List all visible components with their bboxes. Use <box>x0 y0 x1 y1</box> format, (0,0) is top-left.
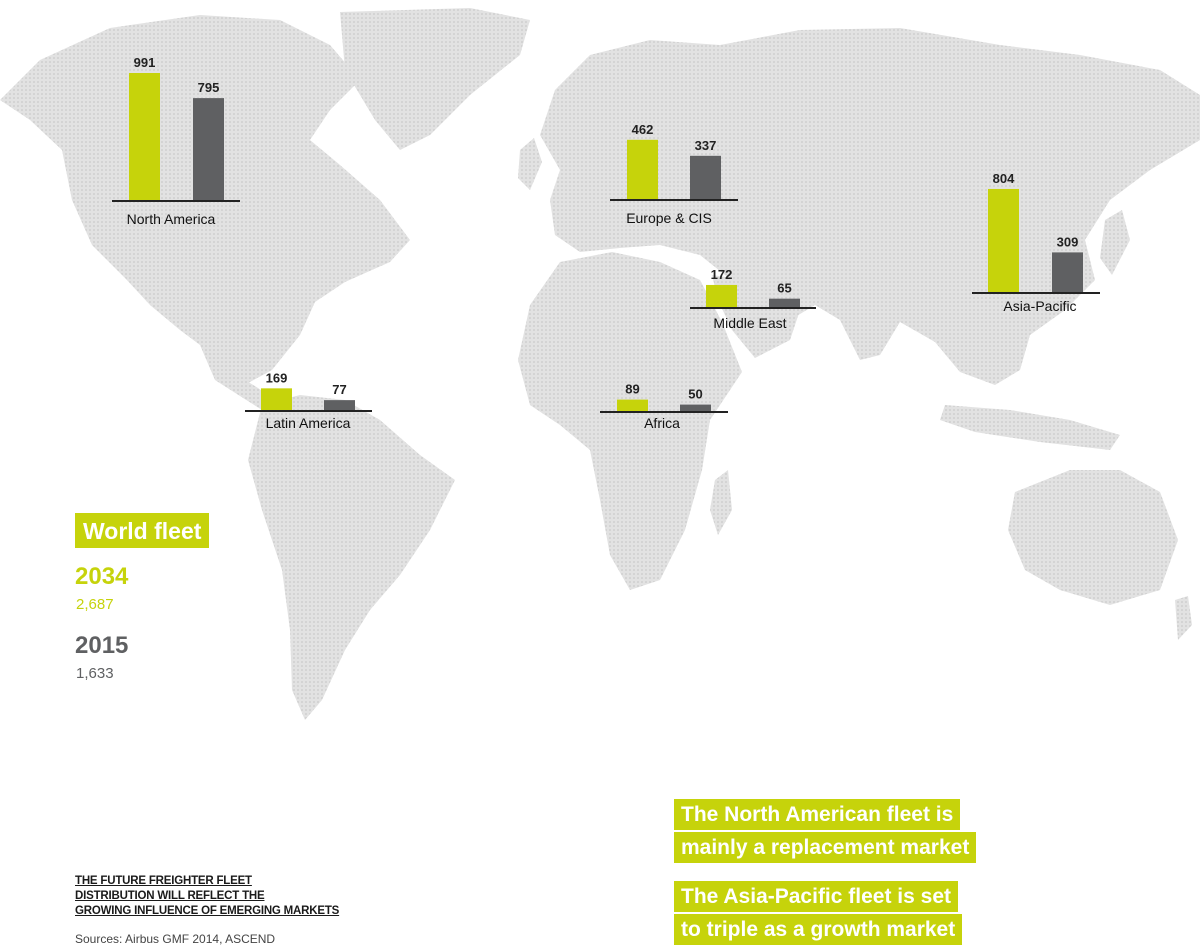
legend-value-2015: 1,633 <box>76 665 114 682</box>
region-label-asia-pacific: Asia-Pacific <box>1003 298 1076 314</box>
data-label-asia-pacific-2015: 309 <box>1057 234 1079 249</box>
legend-year-2034: 2034 <box>75 563 129 590</box>
africa-shape <box>518 252 742 590</box>
bar-middle-east-2015 <box>769 298 800 307</box>
data-label-latin-america-2015: 77 <box>332 382 346 397</box>
note-asia-pacific: The Asia-Pacific fleet is set to triple … <box>674 881 963 945</box>
data-label-africa-2034: 89 <box>625 382 639 397</box>
region-label-middle-east: Middle East <box>713 315 786 331</box>
bar-africa-2034 <box>617 399 648 411</box>
data-label-asia-pacific-2034: 804 <box>993 171 1015 186</box>
south-america-shape <box>248 395 455 720</box>
data-label-north-america-2034: 991 <box>134 55 156 70</box>
legend-value-2034: 2,687 <box>76 596 114 613</box>
greenland-shape <box>340 8 530 150</box>
bar-chart-layer: 991 795 North America 462 337 Europe & CIS 804… <box>112 55 1100 431</box>
world-fleet-label: World fleet <box>75 513 210 548</box>
uk-shape <box>518 138 542 190</box>
region-label-europe-cis: Europe & CIS <box>626 210 712 226</box>
bar-latin-america-2015 <box>324 400 355 410</box>
eurasia-shape <box>540 28 1200 385</box>
bar-europe-cis-2034 <box>627 139 658 199</box>
bar-asia-pacific-2034 <box>988 188 1019 292</box>
new-zealand-shape <box>1175 596 1192 640</box>
bar-middle-east-2034 <box>706 284 737 307</box>
japan-shape <box>1100 210 1130 275</box>
figure-caption: THE FUTURE FREIGHTER FLEET DISTRIBUTION … <box>75 874 339 919</box>
indonesia-shape <box>940 405 1120 450</box>
data-label-europe-cis-2015: 337 <box>695 138 717 153</box>
legend-year-2015: 2015 <box>75 632 129 659</box>
data-label-middle-east-2015: 65 <box>777 281 791 296</box>
bar-asia-pacific-2015 <box>1052 252 1083 292</box>
note-north-america: The North American fleet is mainly a rep… <box>674 799 977 863</box>
caption-line: DISTRIBUTION WILL REFLECT THE <box>75 890 265 902</box>
bar-north-america-2015 <box>193 98 224 200</box>
bar-north-america-2034 <box>129 73 160 200</box>
bar-africa-2015 <box>680 404 711 411</box>
data-label-north-america-2015: 795 <box>198 80 220 95</box>
australia-shape <box>1008 470 1178 605</box>
bar-latin-america-2034 <box>261 388 292 410</box>
bar-europe-cis-2015 <box>690 155 721 199</box>
sources-text: Sources: Airbus GMF 2014, ASCEND <box>75 932 276 946</box>
data-label-latin-america-2034: 169 <box>266 370 288 385</box>
note-line: The Asia-Pacific fleet is set <box>674 881 958 912</box>
region-label-latin-america: Latin America <box>266 415 351 431</box>
data-label-africa-2015: 50 <box>688 387 702 402</box>
region-label-north-america: North America <box>127 211 216 227</box>
caption-line: THE FUTURE FREIGHTER FLEET <box>75 875 252 887</box>
note-line: mainly a replacement market <box>674 832 977 863</box>
central-america-shape <box>200 345 272 410</box>
region-label-africa: Africa <box>644 415 680 431</box>
madagascar-shape <box>710 470 732 535</box>
note-line: The North American fleet is <box>674 799 961 830</box>
caption-line: GROWING INFLUENCE OF EMERGING MARKETS <box>75 905 340 917</box>
data-label-middle-east-2034: 172 <box>711 267 733 282</box>
data-label-europe-cis-2034: 462 <box>632 122 654 137</box>
note-line: to triple as a growth market <box>674 914 963 945</box>
